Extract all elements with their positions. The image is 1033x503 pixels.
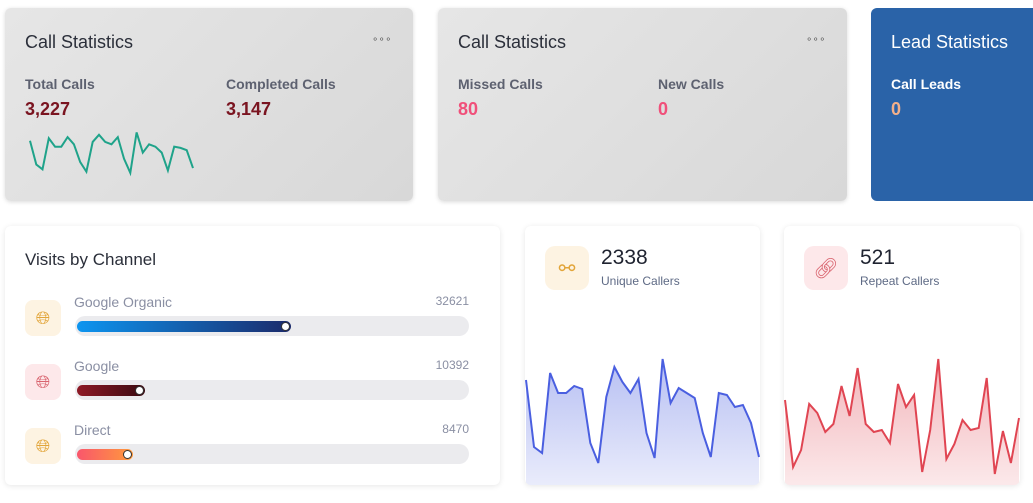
unique-callers-card: ⚯ 2338 Unique Callers [525,226,760,485]
channel-name: Google Organic [74,294,173,310]
channel-value: 8470 [442,422,469,436]
card-title: Call Statistics [458,32,567,52]
channel-progress-track [75,316,469,336]
total-calls-label: Total Calls [25,76,95,92]
unique-callers-line [525,358,760,464]
completed-calls-label: Completed Calls [226,76,336,92]
repeat-callers-line [784,358,1020,475]
channel-progress-track [75,380,469,400]
channel-value: 10392 [435,358,469,372]
unique-callers-area [526,359,759,485]
card-title: Lead Statistics [891,32,1009,52]
calls-sparkline [29,132,194,177]
globe-icon: 🌐︎ [25,364,61,400]
channel-name: Google [74,358,120,374]
calls-sparkline-line [29,132,194,177]
globe-icon: 🌐︎ [25,428,61,464]
channel-progress-fill [77,321,292,332]
completed-calls-value: 3,147 [226,99,272,119]
card-title: Call Statistics [25,32,134,52]
unique-callers-chart [525,358,760,485]
globe-icon: 🌐︎ [25,300,61,336]
call-statistics-card-2: Call Statistics ⚬⚬⚬ Missed Calls 80 New … [438,8,847,201]
channel-row: 🌐︎ Direct 8470 [25,422,469,482]
missed-calls-value: 80 [458,99,479,119]
call-leads-label: Call Leads [891,76,962,92]
more-options-icon[interactable]: ⚬⚬⚬ [371,34,392,44]
channel-row: 🌐︎ Google 10392 [25,358,469,418]
unique-callers-label: Unique Callers [601,274,680,288]
repeat-callers-label: Repeat Callers [860,274,940,288]
lead-statistics-card: Lead Statistics Call Leads 0 [871,8,1033,201]
channel-progress-fill [77,449,133,460]
repeat-callers-value: 521 [860,246,896,269]
repeat-callers-chart [784,358,1020,485]
unique-callers-value: 2338 [601,246,648,269]
channel-progress-fill [77,385,146,396]
missed-calls-label: Missed Calls [458,76,543,92]
users-icon: ⚯ [545,246,589,290]
progress-knob [281,322,291,331]
channel-progress-track [75,444,469,464]
new-calls-label: New Calls [658,76,725,92]
link-icon: 🔗︎ [804,246,848,290]
repeat-callers-area [785,359,1019,485]
channel-value: 32621 [435,294,469,308]
progress-knob [135,386,145,395]
repeat-callers-card: 🔗︎ 521 Repeat Callers [784,226,1020,485]
more-options-icon[interactable]: ⚬⚬⚬ [805,34,826,44]
call-leads-value: 0 [891,99,902,119]
call-statistics-card: Call Statistics ⚬⚬⚬ Total Calls 3,227 Co… [5,8,413,201]
total-calls-value: 3,227 [25,99,71,119]
channel-row: 🌐︎ Google Organic 32621 [25,294,469,354]
progress-knob [122,450,132,459]
visits-by-channel-card: Visits by Channel 🌐︎ Google Organic 3262… [5,226,500,485]
channel-name: Direct [74,422,111,438]
new-calls-value: 0 [658,99,669,119]
card-title: Visits by Channel [25,250,157,269]
